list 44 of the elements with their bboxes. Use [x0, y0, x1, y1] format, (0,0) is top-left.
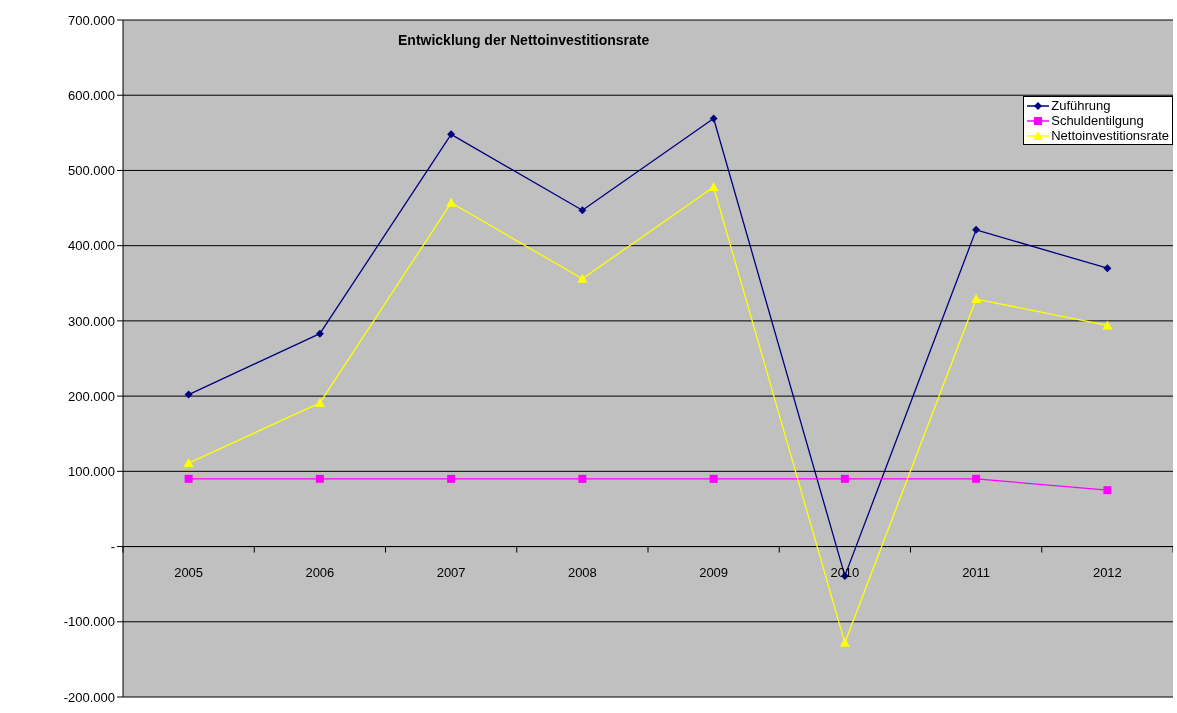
- x-tick-label: 2011: [962, 564, 991, 580]
- x-tick-label: 2006: [305, 564, 335, 580]
- point: [1103, 486, 1112, 495]
- point: [446, 197, 457, 207]
- y-tick-label: 500.000: [68, 163, 115, 179]
- y-tick-label: 300.000: [68, 313, 115, 329]
- x-tick-label: 2007: [436, 564, 466, 580]
- point: [578, 474, 587, 483]
- point: [708, 181, 719, 191]
- x-tick-label: 2009: [699, 564, 729, 580]
- point: [314, 397, 325, 407]
- y-tick-label: 200.000: [68, 388, 115, 404]
- x-tick-label: 2005: [174, 564, 204, 580]
- y-tick-label: 700.000: [68, 12, 115, 28]
- point: [447, 474, 456, 483]
- point: [972, 225, 981, 234]
- y-tick-label: -: [110, 539, 115, 555]
- point: [183, 458, 194, 468]
- x-tick-label: 2008: [567, 564, 597, 580]
- y-tick-label: -200.000: [63, 689, 115, 705]
- y-tick-label: -100.000: [63, 614, 115, 630]
- x-tick-label: 2012: [1092, 564, 1122, 580]
- legend-label: Zuführung: [1051, 98, 1111, 113]
- point: [578, 206, 587, 215]
- point: [1103, 264, 1112, 273]
- text: Entwicklung der Nettoinvestitionsrate: [398, 32, 650, 48]
- point: [971, 294, 982, 304]
- point: [315, 474, 324, 483]
- point: [840, 474, 849, 483]
- point: [577, 273, 588, 283]
- point: [709, 114, 718, 123]
- y-tick-label: 600.000: [68, 87, 115, 103]
- point: [1102, 320, 1113, 330]
- legend-label: Schuldentilgung: [1051, 113, 1144, 128]
- y-tick-label: 100.000: [68, 463, 115, 479]
- y-tick-label: 400.000: [68, 238, 115, 254]
- legend-label: Nettoinvestitionsrate: [1051, 128, 1169, 143]
- point: [839, 637, 850, 647]
- point: [972, 474, 981, 483]
- point: [709, 474, 718, 483]
- point: [184, 390, 193, 399]
- point: [184, 474, 193, 483]
- point: [447, 130, 456, 139]
- point: [315, 329, 324, 338]
